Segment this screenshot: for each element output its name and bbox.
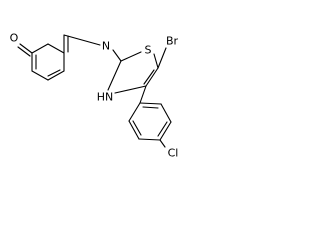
atom-label: Br	[166, 35, 179, 48]
bond	[47, 43, 65, 54]
bond	[157, 47, 167, 69]
bond	[145, 67, 159, 87]
bond	[112, 49, 122, 62]
bond	[139, 102, 162, 105]
bond	[17, 46, 31, 57]
bond	[132, 120, 142, 136]
bond	[159, 139, 166, 148]
bond	[107, 60, 122, 91]
bond	[63, 34, 101, 46]
bond	[157, 121, 168, 137]
bond	[160, 103, 172, 123]
bond	[19, 43, 33, 54]
bond	[142, 106, 159, 109]
bond	[139, 85, 147, 104]
atom-label: N	[102, 40, 110, 53]
bond	[31, 43, 49, 54]
bond	[31, 70, 49, 81]
bond	[47, 69, 61, 77]
bond	[128, 102, 141, 122]
bonds	[17, 34, 172, 148]
atom-label: O	[10, 32, 19, 45]
molecule-diagram: O N S Br HN Cl	[10, 32, 179, 160]
atom-label: Cl	[168, 147, 179, 160]
atom-label: S	[145, 44, 152, 57]
bond	[138, 138, 161, 141]
bond	[114, 85, 147, 94]
bond	[47, 70, 65, 81]
bond	[153, 53, 159, 69]
bond	[120, 51, 142, 62]
bond	[143, 69, 155, 85]
bond	[128, 120, 140, 140]
atom-label: HN	[97, 91, 114, 104]
bond	[159, 121, 172, 141]
